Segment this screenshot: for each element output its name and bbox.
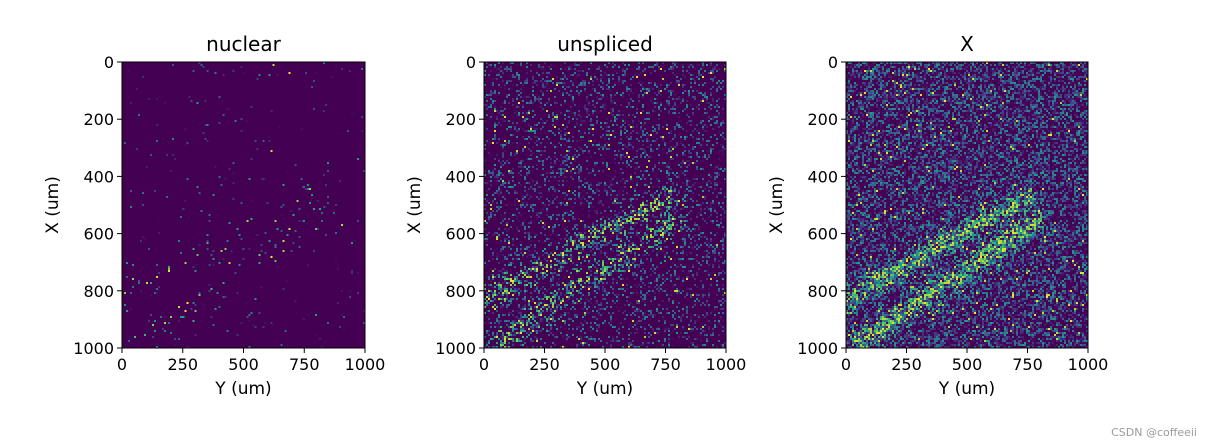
heatmap-image — [846, 62, 1088, 348]
y-tick-label: 800 — [807, 282, 838, 301]
x-axis-label: Y (um) — [214, 379, 271, 399]
y-tick-label: 400 — [807, 167, 838, 186]
heatmap-image — [484, 62, 726, 348]
x-axis-label: Y (um) — [576, 379, 633, 399]
y-tick-label: 0 — [466, 53, 476, 72]
y-tick-label: 200 — [445, 110, 476, 129]
y-tick-label: 600 — [807, 225, 838, 244]
panel-title: nuclear — [206, 32, 281, 56]
x-tick-label: 250 — [891, 355, 922, 374]
x-tick-label: 1000 — [345, 355, 386, 374]
x-tick-label: 750 — [289, 355, 320, 374]
y-tick-label: 800 — [445, 282, 476, 301]
x-tick-label: 1000 — [706, 355, 747, 374]
y-tick-label: 600 — [83, 225, 114, 244]
x-tick-label: 1000 — [1068, 355, 1109, 374]
y-tick-label: 1000 — [435, 339, 476, 358]
x-tick-label: 0 — [841, 355, 851, 374]
heatmap-image — [122, 62, 365, 348]
y-tick-label: 800 — [83, 282, 114, 301]
x-tick-label: 500 — [952, 355, 983, 374]
y-tick-label: 600 — [445, 225, 476, 244]
x-tick-label: 500 — [590, 355, 621, 374]
panel-title: X — [960, 32, 974, 56]
x-tick-label: 250 — [167, 355, 198, 374]
x-tick-label: 250 — [529, 355, 560, 374]
y-tick-label: 0 — [828, 53, 838, 72]
y-tick-label: 200 — [83, 110, 114, 129]
x-tick-label: 750 — [1012, 355, 1043, 374]
x-tick-label: 500 — [228, 355, 259, 374]
x-tick-label: 0 — [117, 355, 127, 374]
y-tick-label: 400 — [445, 167, 476, 186]
x-tick-label: 0 — [479, 355, 489, 374]
y-tick-label: 400 — [83, 167, 114, 186]
y-tick-label: 0 — [104, 53, 114, 72]
y-axis-label: X (um) — [767, 176, 787, 234]
y-axis-label: X (um) — [405, 176, 425, 234]
x-axis-label: Y (um) — [938, 379, 995, 399]
y-tick-label: 200 — [807, 110, 838, 129]
panel-title: unspliced — [557, 32, 653, 56]
y-tick-label: 1000 — [73, 339, 114, 358]
y-tick-label: 1000 — [797, 339, 838, 358]
watermark-text: CSDN @coffeeii — [1111, 426, 1197, 439]
y-axis-label: X (um) — [43, 176, 63, 234]
x-tick-label: 750 — [650, 355, 681, 374]
